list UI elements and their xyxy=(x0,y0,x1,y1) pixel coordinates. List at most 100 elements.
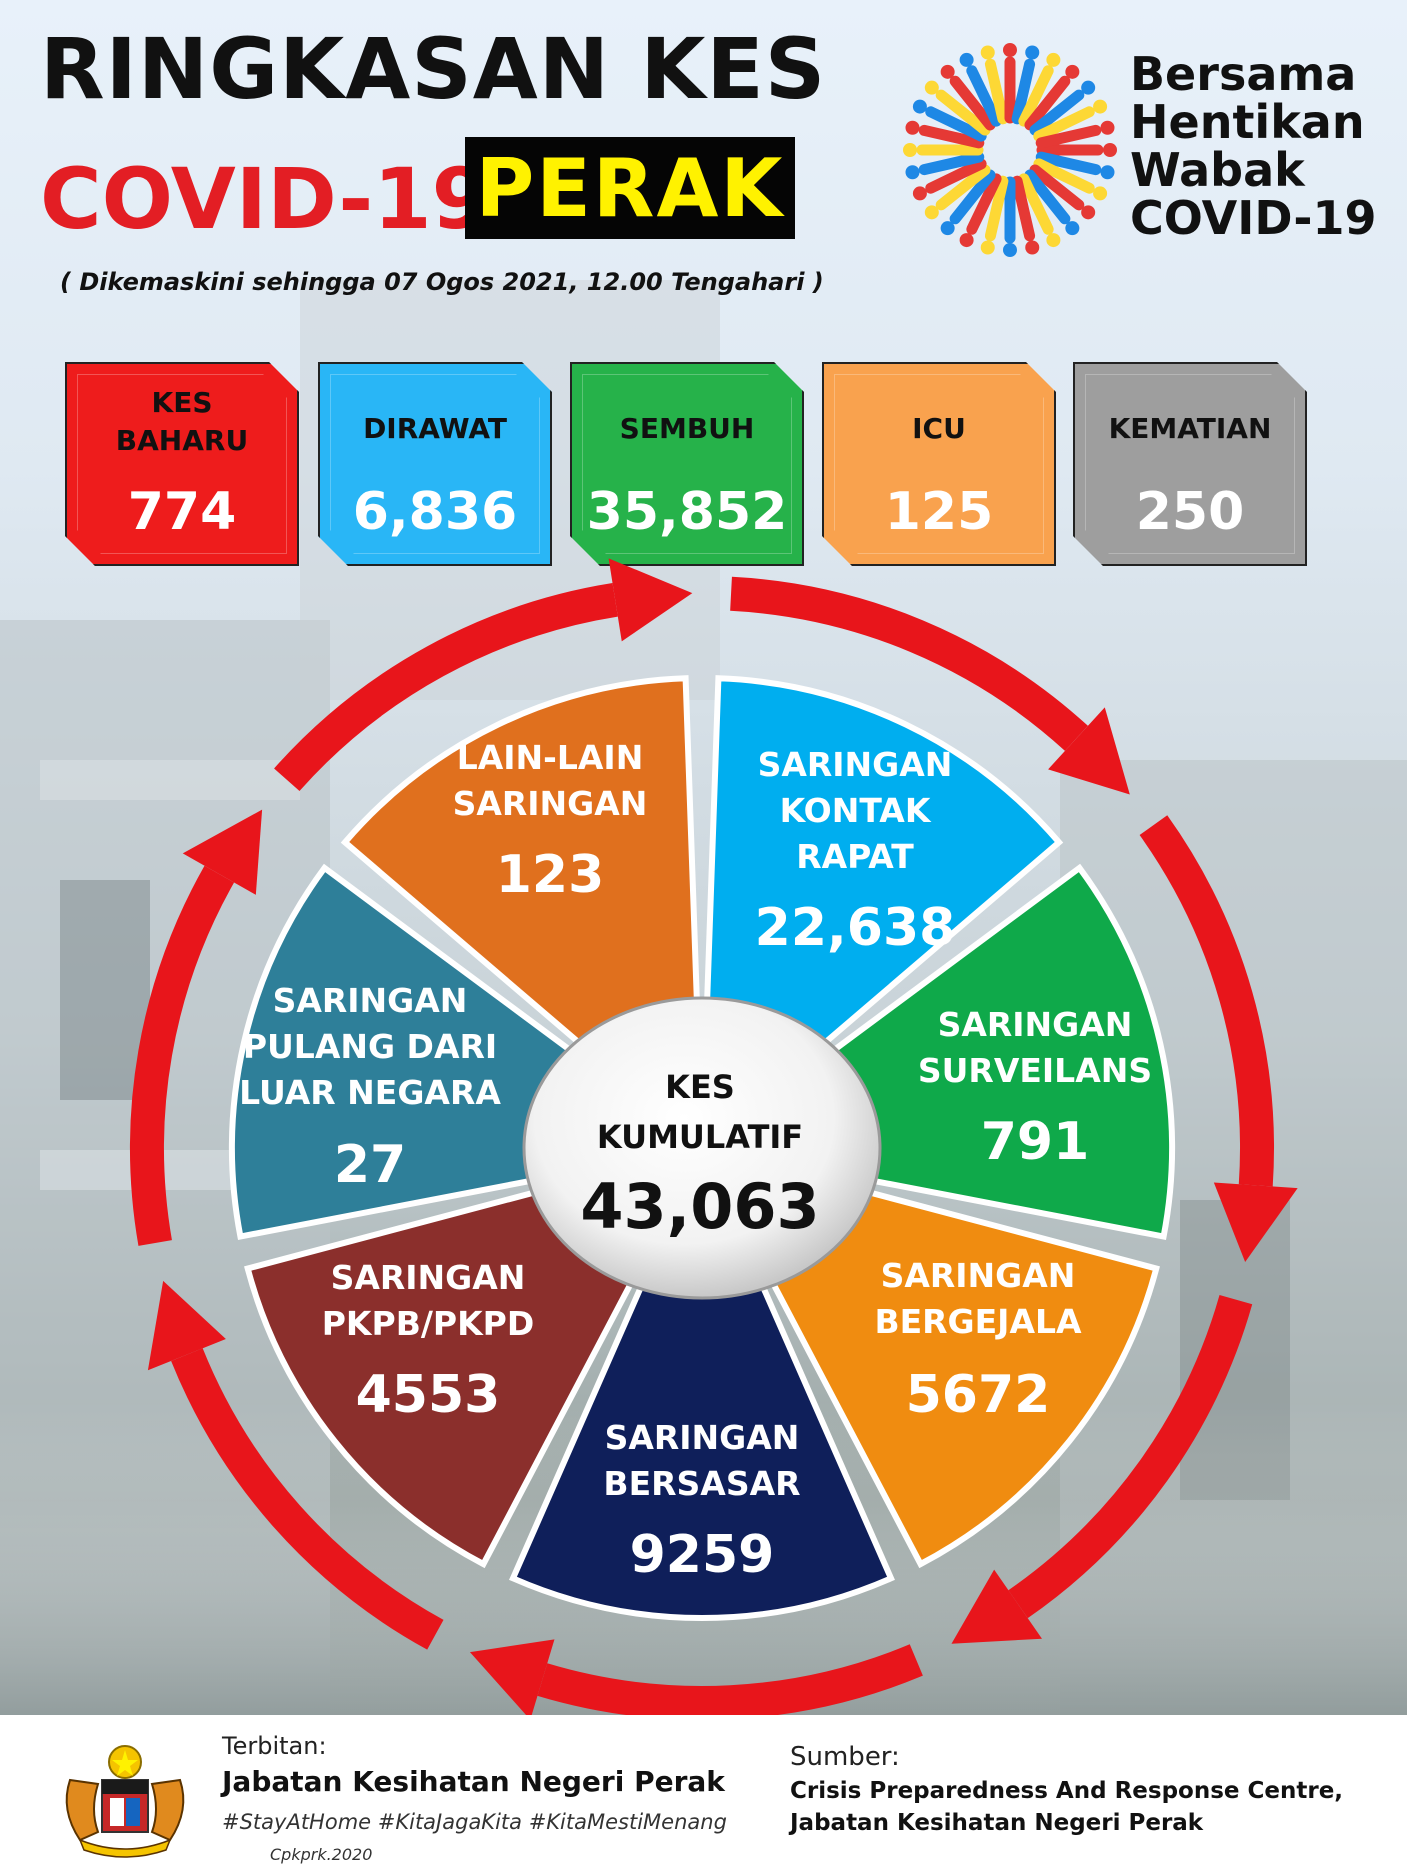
logo-person-mark xyxy=(1033,158,1095,194)
ring-arc xyxy=(730,576,1088,751)
logo-person-head xyxy=(940,221,955,236)
stat-border xyxy=(834,374,1044,554)
segment-value-bergejala: 5672 xyxy=(905,1365,1051,1425)
stat-label: ICU xyxy=(912,412,966,445)
footer-source-line1: Crisis Preparedness And Response Centre, xyxy=(790,1778,1344,1804)
ring-arc xyxy=(537,1644,923,1720)
logo-person-head xyxy=(912,186,927,201)
segment-label-kontak-rapat: SARINGAN KONTAK RAPAT xyxy=(757,745,953,876)
footer-publisher-label: Terbitan: xyxy=(222,1732,327,1760)
updated-timestamp: ( Dikemaskini sehingga 07 Ogos 2021, 12.… xyxy=(60,268,824,296)
stat-icu: ICU 125 xyxy=(822,362,1056,566)
logo-person-head xyxy=(1093,186,1108,201)
stat-border xyxy=(582,374,792,554)
segment-label-pkpb-pkpd: SARINGAN PKPB/PKPD xyxy=(321,1258,535,1343)
logo-person-head xyxy=(905,120,920,135)
logo-line4: COVID-19 xyxy=(1130,191,1377,245)
footer-publisher: Jabatan Kesihatan Negeri Perak xyxy=(222,1765,725,1798)
footer-hashtags: #StayAtHome #KitaJagaKita #KitaMestiMena… xyxy=(222,1810,727,1834)
logo-person-mark xyxy=(949,169,996,225)
page-title-line1: RINGKASAN KES xyxy=(40,20,827,118)
logo-line1: Bersama xyxy=(1130,47,1357,101)
ring-arrowhead xyxy=(469,1639,555,1720)
logo-person-head xyxy=(903,143,917,157)
state-badge: PERAK xyxy=(465,137,795,239)
center-value: 43,063 xyxy=(580,1170,820,1243)
logo-person-mark xyxy=(1024,75,1071,131)
footer-source-label: Sumber: xyxy=(790,1742,900,1772)
stat-value: 250 xyxy=(1135,482,1245,542)
logo-person-mark xyxy=(1011,58,1036,125)
stat-border xyxy=(330,374,540,554)
logo-person-head xyxy=(1065,221,1080,236)
logo-person-head xyxy=(1081,205,1096,220)
logo-person-head xyxy=(1065,64,1080,79)
segment-label-surveilans: SARINGAN SURVEILANS xyxy=(917,1005,1153,1090)
logo-person-mark xyxy=(918,124,985,149)
logo-person-mark xyxy=(925,158,987,194)
logo-line2: Hentikan xyxy=(1130,95,1365,149)
logo-person-mark xyxy=(984,175,1009,242)
logo-person-mark xyxy=(1029,89,1085,136)
logo-line3: Wabak xyxy=(1130,143,1305,197)
center-label: KES KUMULATIF xyxy=(596,1068,804,1156)
segment-label-bergejala: SARINGAN BERGEJALA xyxy=(874,1256,1082,1341)
logo-person-mark xyxy=(925,106,987,142)
center-circle xyxy=(522,996,882,1300)
stat-label: DIRAWAT xyxy=(363,412,507,445)
segment-value-bersasar: 9259 xyxy=(629,1525,775,1585)
state-label: PERAK xyxy=(475,141,785,235)
footer xyxy=(0,1715,1407,1875)
stat-value: 6,836 xyxy=(352,482,518,542)
logo-person-mark xyxy=(1024,169,1071,225)
segment-value-luar-negara: 27 xyxy=(333,1135,407,1195)
stat-label: SEMBUH xyxy=(619,412,755,445)
logo-person-head xyxy=(1100,165,1115,180)
footer-code: Cpkprk.2020 xyxy=(270,1845,373,1864)
stat-kematian: KEMATIAN 250 xyxy=(1073,362,1307,566)
stat-kes-baharu: KES BAHARU 774 xyxy=(65,362,299,566)
logo-person-mark xyxy=(935,164,991,211)
bersama-hentikan-logo-icon xyxy=(903,43,1117,257)
segment-value-kontak-rapat: 22,638 xyxy=(754,898,956,958)
logo-person-head xyxy=(1103,143,1117,157)
logo-person-head xyxy=(1046,233,1061,248)
segment-value-pkpb-pkpd: 4553 xyxy=(355,1365,501,1425)
logo-person-mark xyxy=(1011,175,1036,242)
segment-value-surveilans: 791 xyxy=(980,1112,1090,1172)
stat-label: KEMATIAN xyxy=(1108,412,1272,445)
ring-arc xyxy=(1139,815,1274,1187)
logo-person-head xyxy=(1025,240,1040,255)
ring-arrowhead xyxy=(951,1569,1042,1644)
stat-border xyxy=(77,374,287,554)
footer-source-line2: Jabatan Kesihatan Negeri Perak xyxy=(790,1810,1204,1836)
logo-person-mark xyxy=(966,65,1002,127)
logo-person-mark xyxy=(1035,151,1102,176)
screening-breakdown-diagram xyxy=(130,558,1298,1720)
page-title-covid: COVID-19 xyxy=(40,150,491,248)
segment-label-bersasar: SARINGAN BERSASAR xyxy=(603,1418,801,1503)
logo-person-mark xyxy=(949,75,996,131)
logo-person-head xyxy=(905,165,920,180)
stat-sembuh: SEMBUH 35,852 xyxy=(570,362,804,566)
logo-person-head xyxy=(1003,243,1017,257)
logo-person-mark xyxy=(1029,164,1085,211)
segment-label-lain-lain: LAIN-LAIN SARINGAN xyxy=(452,738,648,823)
stat-value: 125 xyxy=(884,482,994,542)
stat-border xyxy=(1085,374,1295,554)
ring-arrowhead xyxy=(182,809,263,895)
logo-person-mark xyxy=(918,151,985,176)
ring-arrowhead xyxy=(1048,707,1130,795)
ring-arc xyxy=(274,583,618,792)
logo-person-head xyxy=(959,52,974,67)
segment-label-luar-negara: SARINGAN PULANG DARI LUAR NEGARA xyxy=(239,981,501,1112)
logo-person-head xyxy=(940,64,955,79)
logo-person-head xyxy=(924,205,939,220)
stat-value: 774 xyxy=(127,482,237,542)
logo-person-mark xyxy=(1018,173,1054,235)
coat-of-arms-icon xyxy=(65,1745,185,1858)
stat-label: KES BAHARU xyxy=(115,386,249,457)
logo-person-mark xyxy=(966,173,1002,235)
logo-person-mark xyxy=(1018,65,1054,127)
logo-person-head xyxy=(1081,80,1096,95)
